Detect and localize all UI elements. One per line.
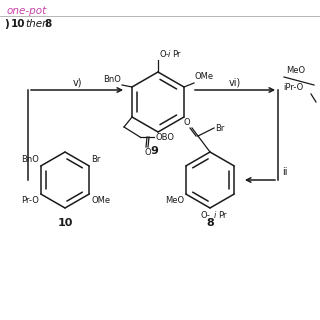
Text: 9: 9 bbox=[150, 146, 158, 156]
Text: BnO: BnO bbox=[21, 155, 39, 164]
Text: then: then bbox=[25, 19, 49, 29]
Text: i: i bbox=[214, 211, 216, 220]
Text: Br: Br bbox=[91, 155, 100, 164]
Text: Pr: Pr bbox=[172, 50, 180, 59]
Text: O-: O- bbox=[200, 211, 210, 220]
Text: MeO: MeO bbox=[286, 66, 305, 75]
Text: 10: 10 bbox=[57, 218, 73, 228]
Text: O: O bbox=[183, 118, 190, 127]
Text: OMe: OMe bbox=[91, 196, 110, 205]
Text: Br: Br bbox=[215, 124, 224, 132]
Text: ): ) bbox=[4, 19, 9, 29]
Text: MeO: MeO bbox=[164, 196, 184, 205]
Text: Pr: Pr bbox=[218, 211, 227, 220]
Text: O: O bbox=[145, 148, 151, 157]
Text: one-pot: one-pot bbox=[7, 6, 47, 16]
Text: i: i bbox=[168, 50, 170, 59]
Text: O-: O- bbox=[159, 50, 169, 59]
Text: Pr-O: Pr-O bbox=[21, 196, 39, 205]
Text: v): v) bbox=[72, 77, 82, 87]
Text: 8: 8 bbox=[206, 218, 214, 228]
Text: 8: 8 bbox=[44, 19, 51, 29]
Text: ii: ii bbox=[282, 167, 287, 177]
Text: BnO: BnO bbox=[103, 75, 121, 84]
Text: 10: 10 bbox=[11, 19, 26, 29]
Text: OMe: OMe bbox=[195, 72, 214, 81]
Text: iPr-O: iPr-O bbox=[283, 83, 303, 92]
Text: OBO: OBO bbox=[155, 132, 174, 141]
Text: vi): vi) bbox=[229, 77, 241, 87]
